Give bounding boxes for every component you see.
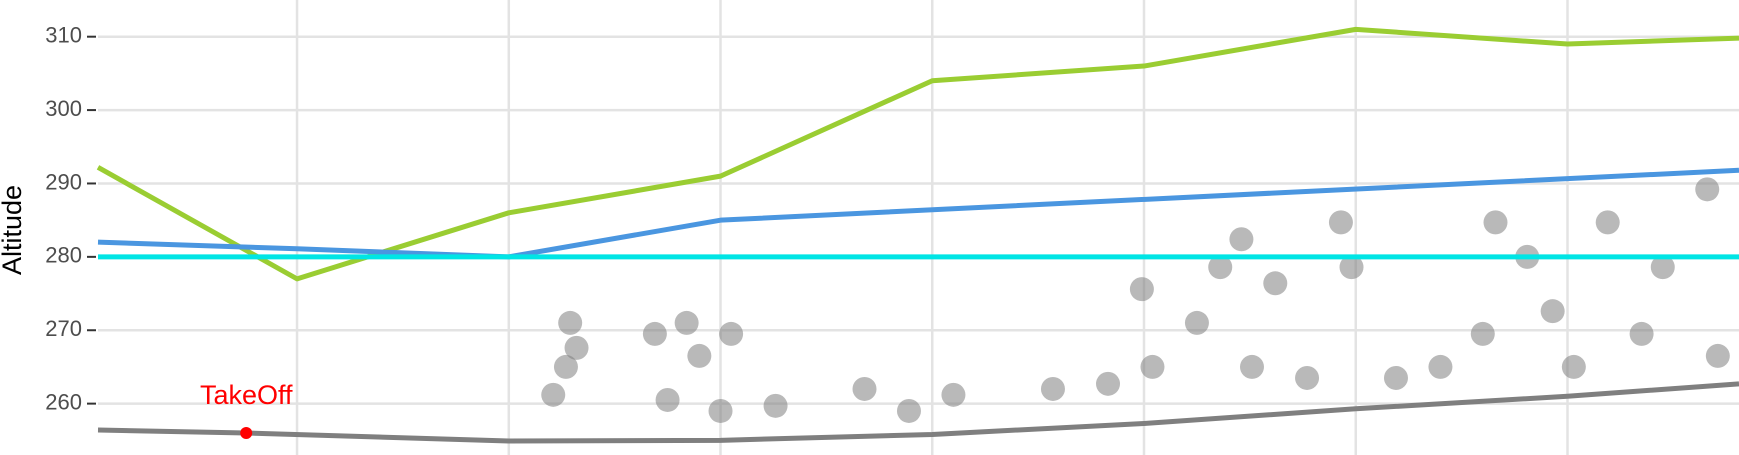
point-cloud	[674, 310, 699, 335]
point-cloud	[1540, 299, 1565, 324]
point-cloud	[1263, 271, 1288, 296]
point-cloud	[1650, 255, 1675, 280]
point-cloud	[719, 321, 744, 346]
point-cloud	[1428, 354, 1453, 379]
y-tick-label: 300	[45, 96, 82, 121]
point-cloud	[1208, 255, 1233, 280]
point-cloud	[1470, 321, 1495, 346]
point-cloud	[1096, 371, 1121, 396]
point-cloud	[1184, 310, 1209, 335]
point-cloud	[1239, 354, 1264, 379]
point-cloud	[852, 376, 877, 401]
point-cloud	[763, 393, 788, 418]
point-cloud	[558, 310, 583, 335]
point-cloud	[896, 398, 921, 423]
point-cloud	[1140, 354, 1165, 379]
point-cloud	[1705, 343, 1730, 368]
point-cloud	[1483, 210, 1508, 235]
y-tick-label: 260	[45, 389, 82, 414]
point-cloud	[1383, 365, 1408, 390]
point-cloud	[687, 343, 712, 368]
point-cloud	[564, 335, 589, 360]
y-tick-label: 280	[45, 243, 82, 268]
line-series	[96, 26, 1739, 282]
point-cloud	[553, 354, 578, 379]
annotation: TakeOff	[200, 380, 293, 410]
point-cloud	[1328, 210, 1353, 235]
point-cloud	[1229, 227, 1254, 252]
point-cloud	[1629, 321, 1654, 346]
point-cloud	[941, 382, 966, 407]
y-tick-label: 290	[45, 169, 82, 194]
point-cloud	[708, 398, 733, 423]
line-series	[97, 381, 1739, 444]
y-tick-label: 270	[45, 316, 82, 341]
y-tick-label: 310	[45, 23, 82, 48]
point-cloud	[1295, 365, 1320, 390]
point-cloud	[1040, 376, 1065, 401]
point-cloud	[1595, 210, 1620, 235]
point-cloud	[1339, 255, 1364, 280]
point-cloud	[655, 387, 680, 412]
point-cloud	[642, 321, 667, 346]
takeoff-point	[240, 426, 253, 439]
point-cloud	[541, 382, 566, 407]
point-cloud	[1561, 354, 1586, 379]
point-cloud	[1129, 277, 1154, 302]
y-axis-title: Altitude	[0, 185, 27, 275]
point-cloud	[1695, 177, 1720, 202]
